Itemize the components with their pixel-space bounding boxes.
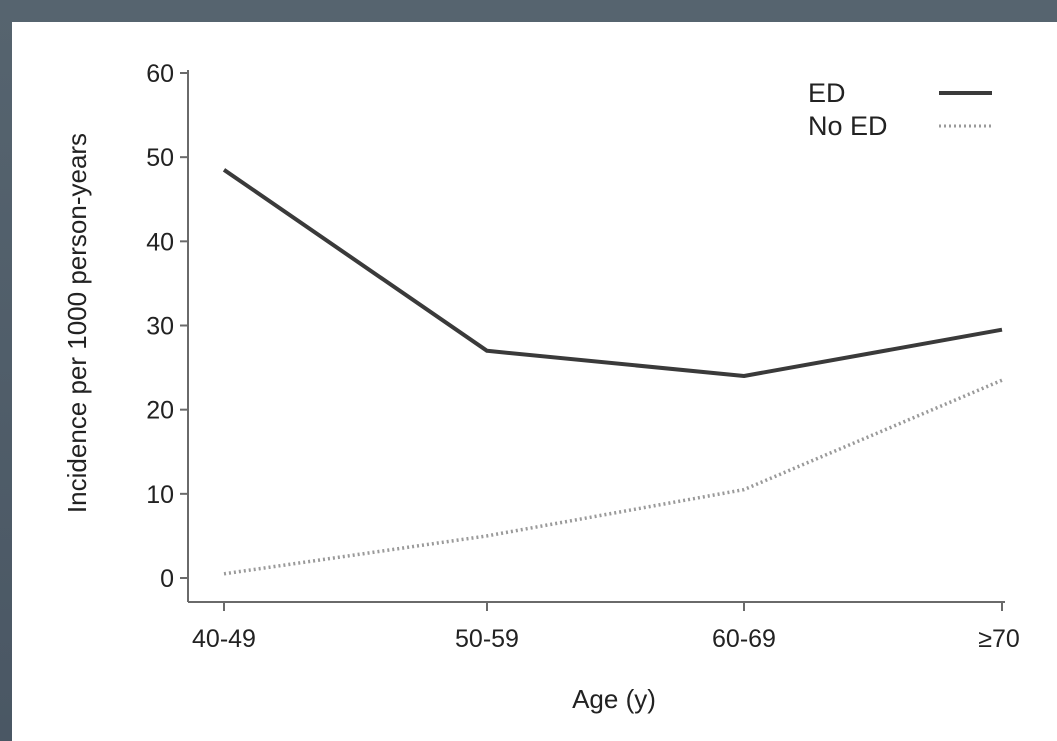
x-tick-label: 60-69 [712,625,776,653]
series-line-no-ed [223,378,1003,576]
y-tick-label: 30 [146,313,174,341]
y-tick-label: 20 [146,397,174,425]
x-tick-label: 40-49 [192,625,256,653]
y-tick-label: 50 [146,144,174,172]
x-axis-ticks: 40-49 50-59 60-69 ≥70 [192,602,1020,653]
y-tick-label: 10 [146,481,174,509]
y-tick-label: 60 [146,60,174,88]
y-tick-label: 40 [146,228,174,256]
x-tick-label: 50-59 [455,625,519,653]
legend-label: ED [808,78,846,108]
y-axis-title: Incidence per 1000 person-years [62,133,92,513]
series-lines [222,168,1003,576]
x-axis-title: Age (y) [572,684,656,714]
chart-axes [187,70,1005,603]
y-tick-label: 0 [160,565,174,593]
series-line-ed [222,168,1003,378]
chart-panel [12,22,1057,741]
y-axis-ticks: 0 10 20 30 40 50 60 [146,60,188,593]
legend-label: No ED [808,111,888,141]
x-tick-label: ≥70 [978,625,1020,653]
